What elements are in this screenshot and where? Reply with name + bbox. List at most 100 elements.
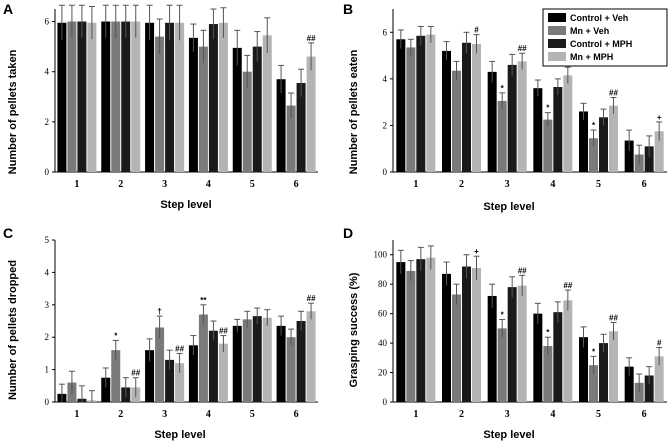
legend-label-mn-mph: Mn + MPH: [570, 52, 613, 62]
panel-a-bar-mn-mph-6: [306, 56, 316, 173]
panel-a-bar-mn-veh-3: [155, 36, 165, 173]
panel-b-bar-control-mph-6: [644, 146, 654, 172]
panel-c-bar-control-mph-5: [252, 316, 262, 402]
panel-b-ytick-label: 2: [383, 120, 388, 130]
panel-d-bar-control-mph-5: [599, 343, 608, 402]
panel-a-xlabel: Step level: [160, 199, 211, 211]
panel-c-annotation: ##: [307, 294, 316, 303]
panel-a-bar-mn-mph-1: [87, 22, 97, 172]
panel-d-bar-control-veh-5: [579, 337, 588, 402]
legend-swatch-mn-veh: [548, 26, 566, 35]
panel-d-bar-control-veh-1: [396, 262, 406, 402]
panel-b-annotation: +: [657, 113, 662, 122]
panel-c-ylabel: Number of pellets dropped: [7, 260, 19, 400]
panel-d-annotation: ##: [518, 266, 527, 275]
panel-d-annotation: +: [474, 247, 479, 256]
panel-b-letter: B: [343, 1, 353, 17]
panel-c-letter: C: [3, 225, 13, 241]
panel-d-bar-control-mph-2: [462, 266, 471, 402]
panel-a-xtick-label: 2: [118, 179, 123, 190]
panel-a-bar-control-veh-4: [188, 37, 198, 172]
panel-a-bar-mn-mph-5: [262, 35, 272, 173]
panel-c-bar-control-veh-4: [188, 345, 198, 402]
panel-c-xtick-label: 5: [250, 409, 255, 420]
panel-b-bar-control-mph-5: [599, 117, 608, 172]
panel-a-bar-mn-mph-4: [218, 22, 228, 172]
panel-a-plot: 0 2 4 6 1 2 3 4 5 6 ##: [45, 4, 318, 190]
panel-b-bar-mn-mph-3: [517, 61, 527, 173]
panel-d-xtick-label: 3: [505, 409, 510, 420]
panel-c-bar-mn-veh-4: [198, 314, 208, 402]
panel-a-bar-mn-veh-1: [67, 21, 77, 172]
panel-b-xtick-label: 1: [413, 179, 418, 190]
panel-c-ytick-label: 0: [45, 397, 50, 407]
panel-d-annotation: ##: [563, 281, 572, 290]
panel-a-bar-mn-mph-3: [175, 22, 185, 172]
panel-d-xtick-label: 4: [550, 409, 555, 420]
panel-c-xtick-label: 4: [206, 409, 211, 420]
panel-c: C Number of pellets dropped Step level 0…: [3, 225, 318, 441]
panel-d-xtick-label: 2: [459, 409, 464, 420]
panel-a-bar-control-veh-3: [145, 22, 155, 172]
panel-b-bar-control-mph-2: [462, 42, 471, 173]
panel-c-bar-control-mph-4: [208, 330, 218, 402]
panel-a-bar-mn-mph-2: [131, 21, 141, 172]
panel-b: B Number of pellets eaten Step level 0 2 4…: [343, 1, 668, 213]
panel-b-bar-mn-veh-3: [497, 100, 507, 172]
panel-a-bar-mn-veh-5: [242, 71, 252, 172]
legend-swatch-control-mph: [548, 39, 566, 48]
panel-d-xtick-label: 5: [596, 409, 601, 420]
panel-b-bar-control-veh-3: [487, 71, 497, 172]
panel-c-bar-mn-mph-4: [218, 343, 228, 402]
panel-d-bar-mn-veh-2: [452, 294, 461, 402]
panel-a-bar-control-mph-2: [121, 21, 131, 172]
panel-d-bar-control-mph-6: [644, 375, 654, 402]
panel-c-annotation: **: [200, 296, 207, 305]
panel-b-xtick-label: 2: [459, 179, 464, 190]
panel-c-annotation: ##: [131, 369, 140, 378]
panel-b-bar-control-mph-1: [416, 35, 426, 173]
panel-d-ytick-label: 0: [383, 397, 388, 407]
panel-b-bar-mn-mph-5: [609, 105, 618, 172]
panel-a-bar-control-veh-6: [276, 79, 286, 172]
panel-a-bar-control-mph-6: [296, 82, 306, 172]
panel-c-bar-control-veh-2: [101, 377, 111, 402]
panel-b-bar-control-veh-5: [579, 111, 588, 172]
panel-c-bar-control-mph-6: [296, 321, 306, 402]
panel-a-ytick-label: 4: [45, 67, 50, 77]
panel-a-ytick-label: 6: [45, 17, 50, 27]
panel-c-bar-mn-mph-5: [262, 317, 272, 402]
panel-b-annotation: #: [474, 26, 479, 35]
panel-c-bar-mn-veh-5: [242, 319, 252, 402]
panel-a-letter: A: [3, 1, 13, 17]
legend-label-control-veh: Control + Veh: [570, 13, 628, 23]
panel-c-xtick-label: 1: [74, 409, 79, 420]
panel-c-ytick-label: 5: [45, 235, 50, 245]
panel-c-annotation: ##: [175, 344, 184, 353]
legend-label-mn-veh: Mn + Veh: [570, 26, 609, 36]
panel-a: A Number of pellets taken Step level 0 2 4…: [3, 1, 318, 211]
panel-a-bar-mn-veh-6: [286, 105, 296, 172]
panel-b-annotation: ##: [518, 44, 527, 53]
panel-d-bar-control-veh-3: [487, 295, 497, 402]
panel-a-xtick-label: 6: [294, 179, 299, 190]
panel-c-bar-mn-veh-6: [286, 337, 296, 402]
panel-d-bar-mn-veh-4: [543, 346, 553, 402]
panel-d-annotation: ##: [609, 313, 618, 322]
panel-d-bar-mn-mph-6: [654, 356, 664, 402]
panel-c-ytick-label: 1: [45, 365, 50, 375]
panel-a-bar-mn-veh-4: [198, 46, 208, 172]
panel-d-bar-mn-mph-5: [609, 331, 618, 402]
panel-d-ytick-label: 80: [378, 279, 388, 289]
panel-a-ylabel: Number of pellets taken: [7, 49, 19, 174]
panel-b-bar-control-mph-4: [553, 87, 563, 172]
legend-swatch-control-veh: [548, 13, 566, 22]
panel-a-xtick-label: 4: [206, 179, 211, 190]
panel-d-annotation: *: [546, 328, 550, 337]
panel-d-annotation: *: [501, 311, 505, 320]
legend: Control + Veh Mn + Veh Control + MPH Mn …: [542, 8, 668, 67]
panel-a-xtick-label: 5: [250, 179, 255, 190]
panel-c-annotation: ##: [219, 327, 228, 336]
panel-c-bar-mn-mph-6: [306, 311, 316, 402]
